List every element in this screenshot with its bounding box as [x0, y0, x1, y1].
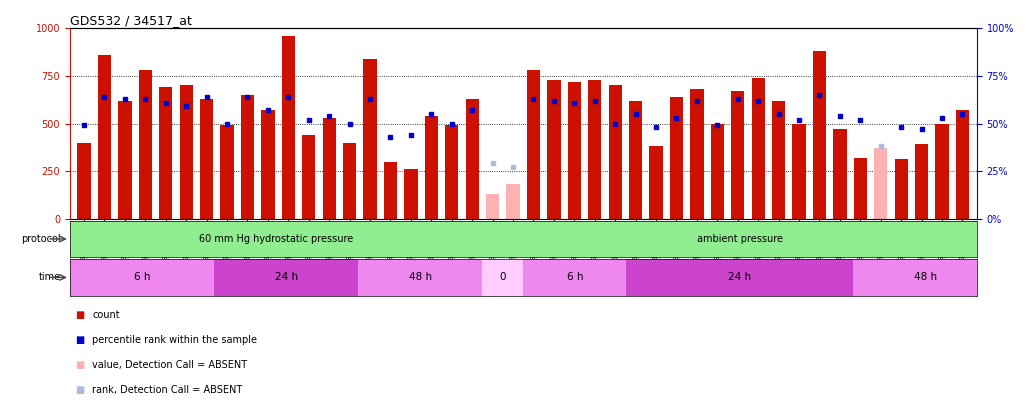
Bar	[180, 85, 193, 219]
Bar	[588, 80, 601, 219]
Bar	[70, 221, 482, 257]
Bar	[895, 159, 908, 219]
Bar	[751, 78, 764, 219]
Bar	[214, 259, 358, 296]
Bar	[833, 129, 846, 219]
Bar	[97, 55, 111, 219]
Bar	[526, 70, 540, 219]
Text: 6 h: 6 h	[133, 273, 150, 282]
Bar	[77, 143, 90, 219]
Bar	[445, 126, 459, 219]
Bar	[956, 110, 970, 219]
Bar	[792, 124, 805, 219]
Bar	[853, 259, 997, 296]
Text: GDS532 / 34517_at: GDS532 / 34517_at	[70, 14, 192, 27]
Text: count: count	[92, 310, 120, 320]
Text: ■: ■	[75, 310, 84, 320]
Bar	[547, 80, 560, 219]
Bar	[302, 135, 315, 219]
Bar	[358, 259, 482, 296]
Text: 48 h: 48 h	[408, 273, 432, 282]
Text: 48 h: 48 h	[914, 273, 937, 282]
Bar	[343, 143, 356, 219]
Bar	[404, 169, 418, 219]
Bar	[507, 184, 520, 219]
Text: protocol: protocol	[22, 234, 61, 244]
Bar	[711, 124, 724, 219]
Bar	[482, 259, 523, 296]
Bar	[221, 126, 234, 219]
Text: value, Detection Call = ABSENT: value, Detection Call = ABSENT	[92, 360, 247, 370]
Bar	[772, 101, 785, 219]
Text: 0: 0	[500, 273, 506, 282]
Bar	[813, 51, 826, 219]
Bar	[118, 101, 131, 219]
Text: percentile rank within the sample: percentile rank within the sample	[92, 335, 258, 345]
Bar	[915, 145, 929, 219]
Bar	[482, 221, 997, 257]
Text: ■: ■	[75, 360, 84, 370]
Bar	[732, 91, 745, 219]
Text: 24 h: 24 h	[728, 273, 751, 282]
Bar	[523, 259, 626, 296]
Bar	[139, 70, 152, 219]
Bar	[200, 99, 213, 219]
Bar	[626, 259, 853, 296]
Bar	[384, 162, 397, 219]
Bar	[159, 87, 172, 219]
Bar	[629, 101, 642, 219]
Bar	[425, 116, 438, 219]
Bar	[282, 36, 295, 219]
Text: ■: ■	[75, 385, 84, 395]
Text: ■: ■	[75, 335, 84, 345]
Text: 6 h: 6 h	[566, 273, 583, 282]
Bar	[567, 82, 581, 219]
Bar	[363, 59, 377, 219]
Bar	[936, 124, 949, 219]
Bar	[608, 85, 622, 219]
Text: 24 h: 24 h	[275, 273, 298, 282]
Bar	[874, 148, 887, 219]
Bar	[486, 194, 500, 219]
Bar	[70, 259, 214, 296]
Text: time: time	[39, 273, 61, 282]
Text: 60 mm Hg hydrostatic pressure: 60 mm Hg hydrostatic pressure	[199, 234, 353, 244]
Text: rank, Detection Call = ABSENT: rank, Detection Call = ABSENT	[92, 385, 242, 395]
Bar	[854, 158, 867, 219]
Bar	[466, 99, 479, 219]
Bar	[670, 97, 683, 219]
Bar	[649, 146, 663, 219]
Bar	[241, 95, 254, 219]
Bar	[262, 110, 275, 219]
Text: ambient pressure: ambient pressure	[697, 234, 783, 244]
Bar	[322, 118, 336, 219]
Bar	[690, 89, 704, 219]
